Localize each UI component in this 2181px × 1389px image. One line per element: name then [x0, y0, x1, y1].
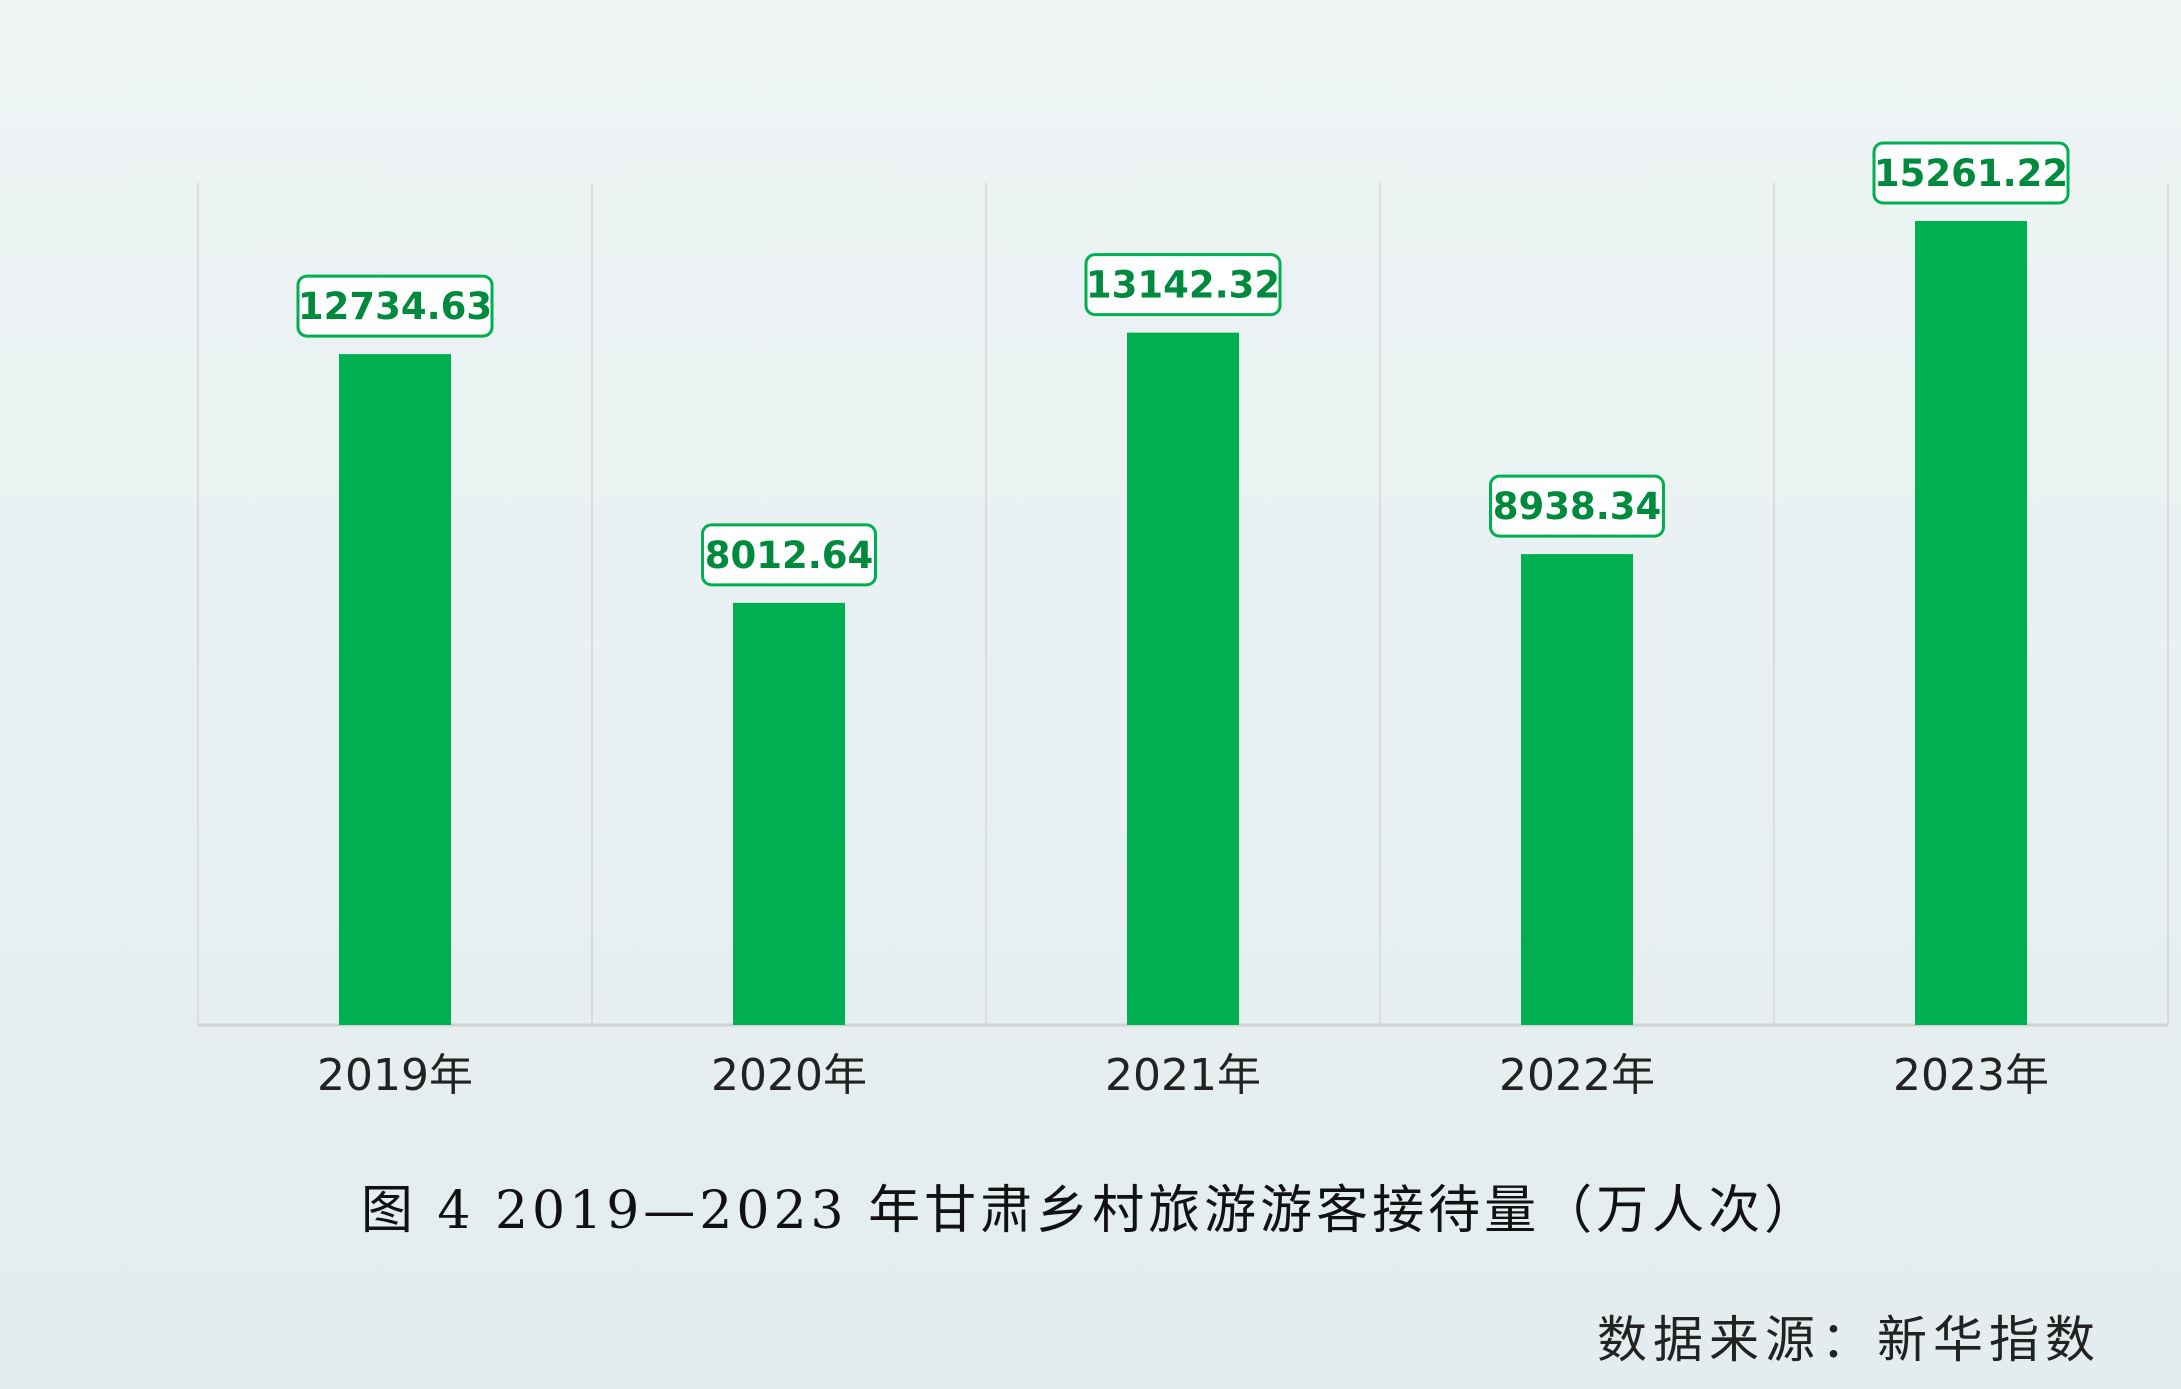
data-label: 8012.64 — [705, 534, 874, 577]
bar-2022年 — [1521, 554, 1633, 1025]
data-label: 8938.34 — [1493, 485, 1662, 528]
data-label: 15261.22 — [1874, 152, 2068, 195]
bar-2020年 — [733, 602, 845, 1025]
data-label: 13142.32 — [1086, 264, 1280, 307]
bar-2023年 — [1915, 221, 2027, 1025]
data-label-box — [701, 523, 877, 587]
data-label-box — [1489, 474, 1665, 538]
bars — [339, 221, 2027, 1026]
figure-caption: 图 4 2019—2023 年甘肃乡村旅游游客接待量（万人次） — [360, 1181, 1821, 1241]
data-label-box — [1084, 253, 1282, 317]
x-tick-label: 2023年 — [1893, 1050, 2049, 1101]
x-tick-label: 2020年 — [711, 1050, 867, 1101]
data-label: 12734.63 — [298, 285, 492, 328]
bar-2019年 — [339, 354, 451, 1026]
data-source-note: 数据来源：新华指数 — [1597, 1311, 2101, 1369]
x-tick-label: 2021年 — [1105, 1050, 1261, 1101]
data-labels: 12734.63 8012.64 13142.32 8938.34 15261.22 — [296, 141, 2070, 587]
x-tick-label: 2022年 — [1499, 1050, 1655, 1101]
data-label-box — [296, 274, 494, 338]
x-tick-labels: 2019年 2020年 2021年 2022年 2023年 — [317, 1050, 2049, 1101]
data-label-box — [1872, 141, 2070, 205]
bar-2021年 — [1127, 332, 1239, 1026]
x-tick-label: 2019年 — [317, 1050, 473, 1101]
